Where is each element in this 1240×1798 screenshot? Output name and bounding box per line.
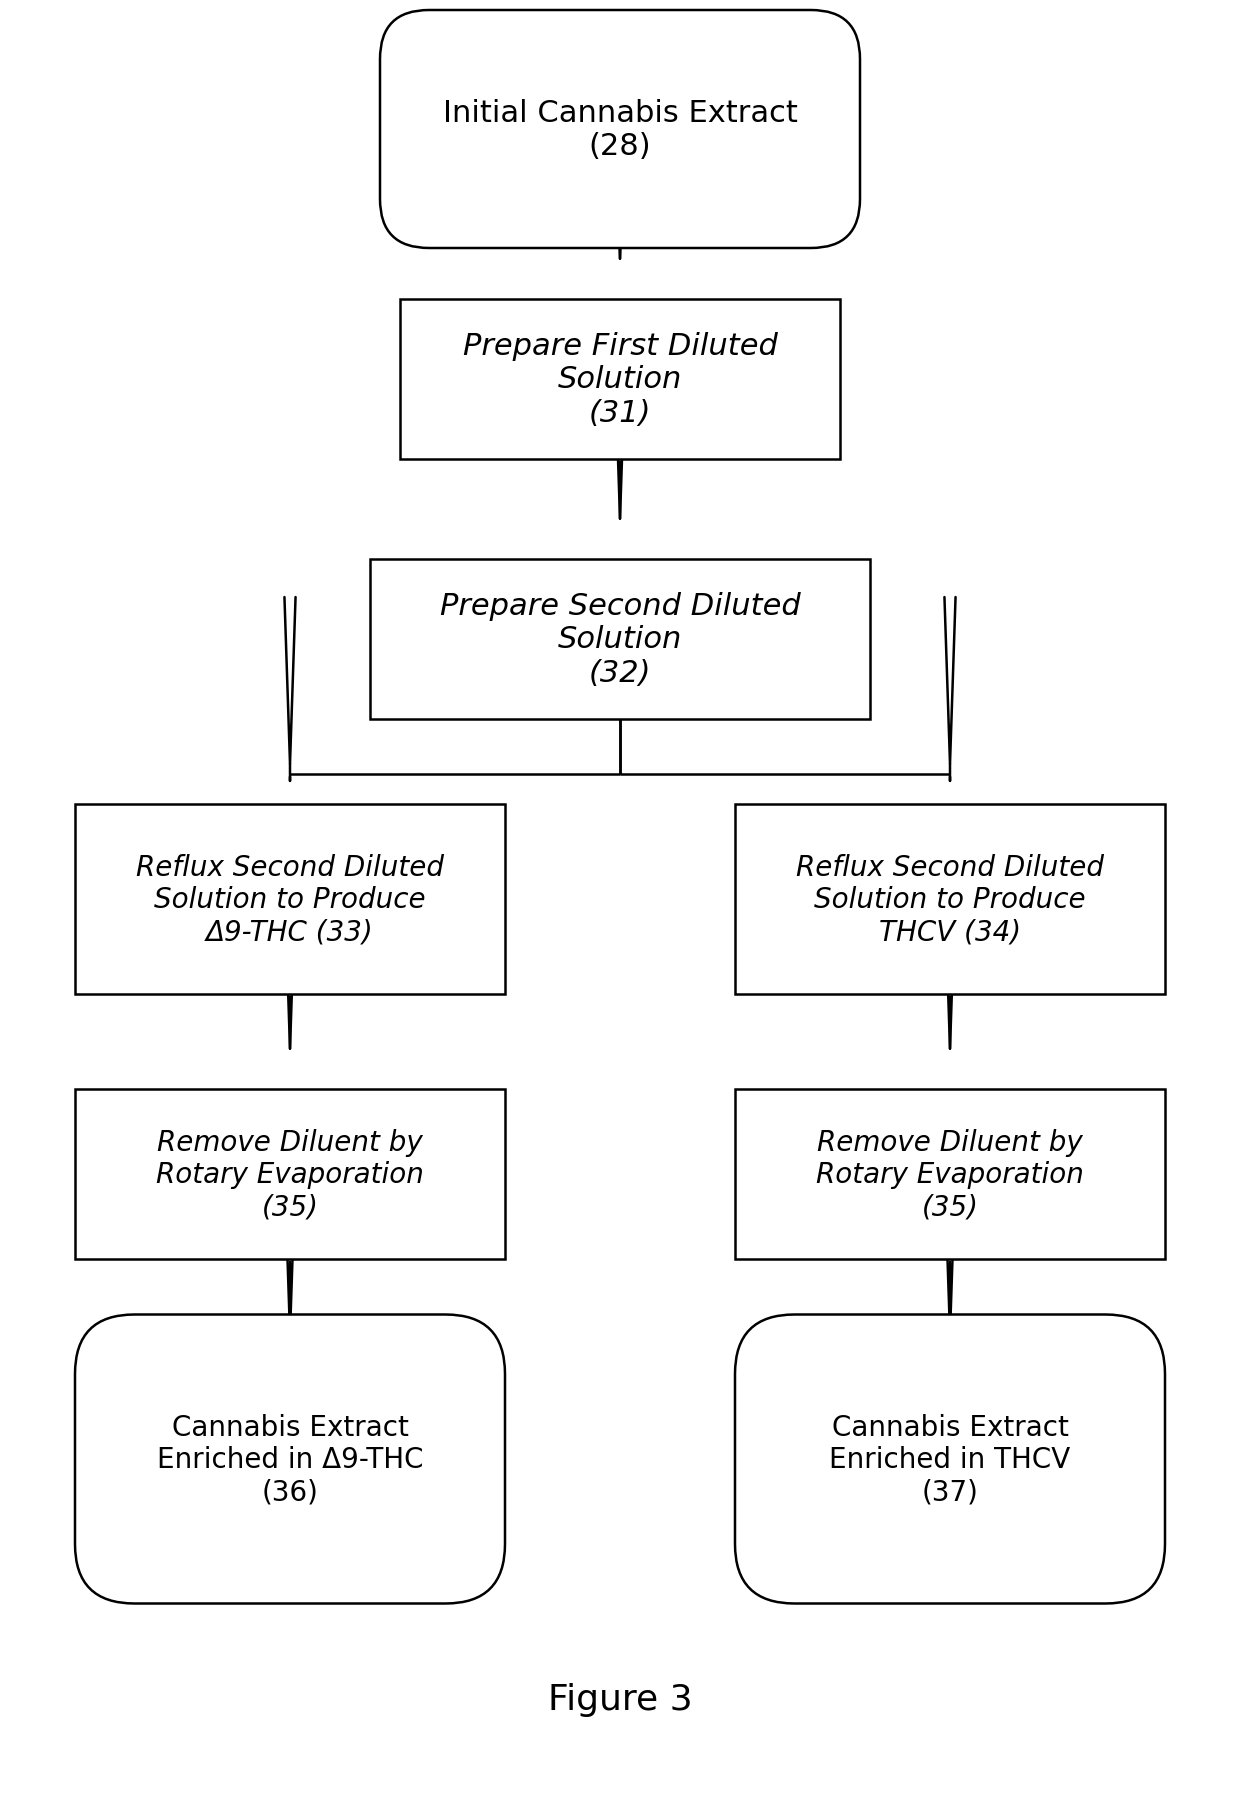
- FancyBboxPatch shape: [74, 1090, 505, 1259]
- FancyBboxPatch shape: [74, 804, 505, 994]
- FancyBboxPatch shape: [401, 300, 839, 460]
- Text: Reflux Second Diluted
Solution to Produce
Δ9-THC (33): Reflux Second Diluted Solution to Produc…: [136, 852, 444, 946]
- FancyBboxPatch shape: [370, 559, 870, 719]
- Text: Cannabis Extract
Enriched in Δ9-THC
(36): Cannabis Extract Enriched in Δ9-THC (36): [156, 1413, 423, 1505]
- Text: Remove Diluent by
Rotary Evaporation
(35): Remove Diluent by Rotary Evaporation (35…: [156, 1127, 424, 1221]
- Text: Prepare Second Diluted
Solution
(32): Prepare Second Diluted Solution (32): [440, 592, 800, 687]
- FancyBboxPatch shape: [74, 1314, 505, 1604]
- Text: Cannabis Extract
Enriched in THCV
(37): Cannabis Extract Enriched in THCV (37): [830, 1413, 1070, 1505]
- FancyBboxPatch shape: [735, 1090, 1166, 1259]
- FancyBboxPatch shape: [379, 11, 861, 248]
- Text: Reflux Second Diluted
Solution to Produce
THCV (34): Reflux Second Diluted Solution to Produc…: [796, 852, 1104, 946]
- Text: Remove Diluent by
Rotary Evaporation
(35): Remove Diluent by Rotary Evaporation (35…: [816, 1127, 1084, 1221]
- Text: Prepare First Diluted
Solution
(31): Prepare First Diluted Solution (31): [463, 331, 777, 428]
- FancyBboxPatch shape: [735, 1314, 1166, 1604]
- Text: Initial Cannabis Extract
(28): Initial Cannabis Extract (28): [443, 99, 797, 162]
- FancyBboxPatch shape: [735, 804, 1166, 994]
- Text: Figure 3: Figure 3: [548, 1683, 692, 1715]
